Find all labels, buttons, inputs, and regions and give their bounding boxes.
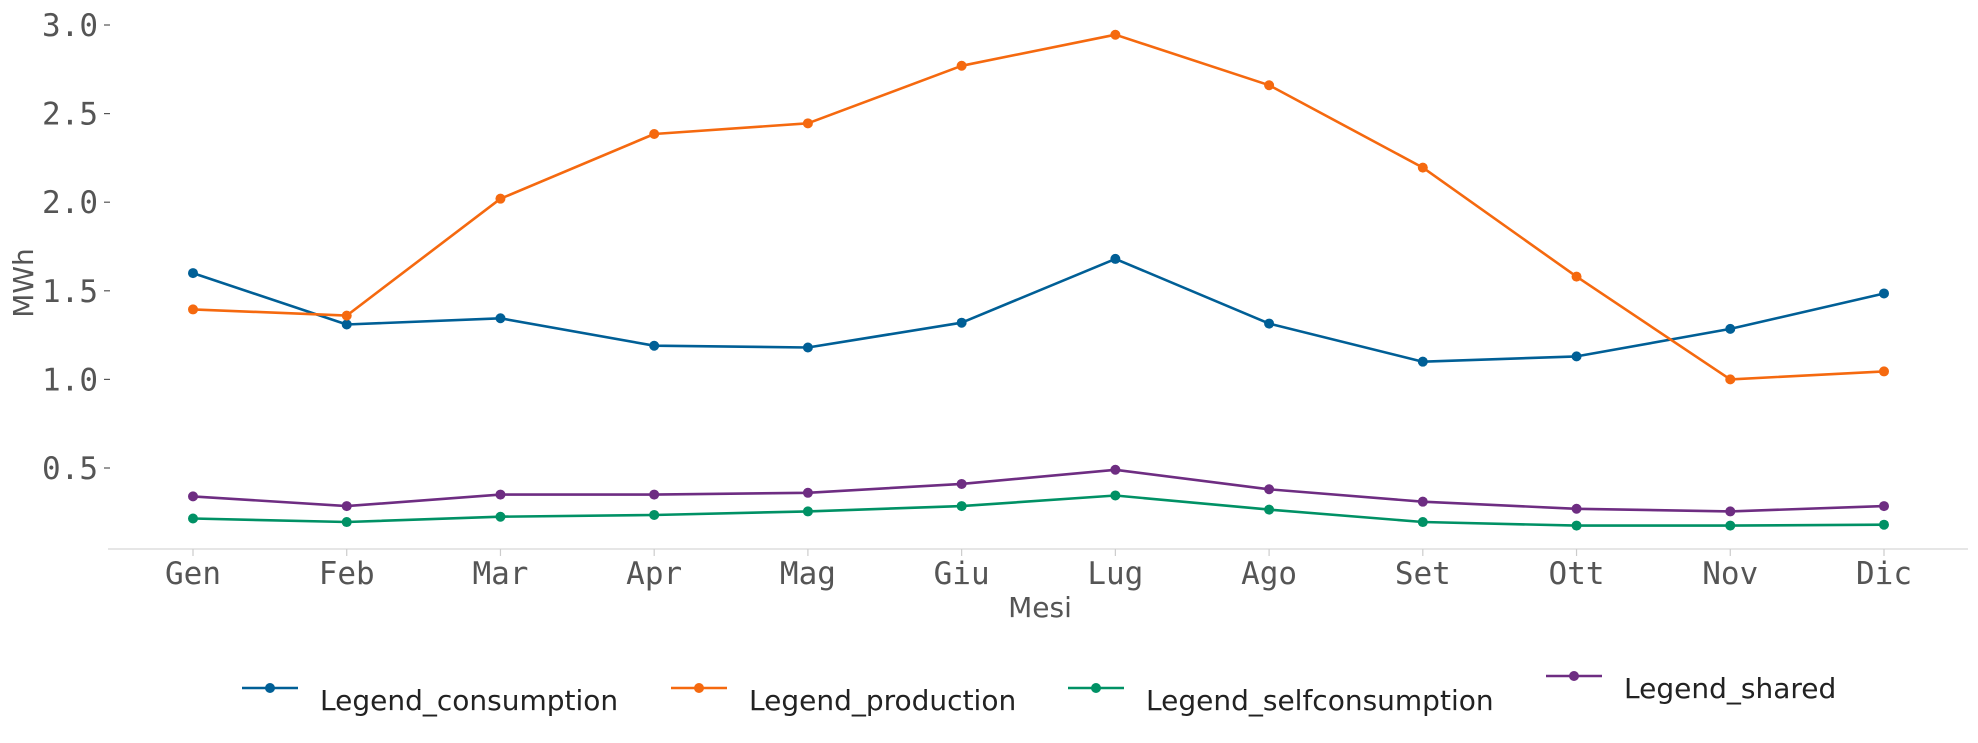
x-tick-label: Ott (1549, 556, 1605, 592)
data-point (1417, 356, 1428, 367)
data-point (1264, 80, 1275, 91)
legend-label: Legend_shared (1624, 672, 1836, 705)
data-point (1110, 490, 1121, 501)
y-tick-label: 1.0 (42, 362, 98, 398)
data-point (1725, 506, 1736, 517)
x-tick-label: Dic (1856, 556, 1912, 592)
data-point (1879, 501, 1889, 512)
y-axis-label: MWh (7, 248, 40, 318)
data-point (1110, 464, 1121, 475)
legend-item: Legend_consumption (242, 683, 618, 717)
data-point (495, 193, 506, 204)
data-point (1417, 496, 1428, 507)
series-line (192, 468, 1885, 513)
data-point (188, 304, 198, 315)
x-tick-label: Feb (319, 556, 375, 592)
x-tick-label: Mar (472, 556, 528, 592)
y-tick-label: 2.0 (42, 185, 98, 221)
data-point (1417, 517, 1428, 528)
series-line (192, 33, 1885, 381)
data-point (341, 501, 352, 512)
legend-item: Legend_shared (1546, 671, 1836, 705)
legend: Legend_consumption Legend_production Legen… (242, 671, 1836, 717)
data-point (802, 506, 813, 517)
x-tick-label: Ago (1241, 556, 1297, 592)
legend-swatch-marker (1091, 683, 1101, 693)
legend-label: Legend_consumption (320, 684, 618, 717)
data-point (1264, 318, 1275, 329)
data-point (802, 342, 813, 353)
data-point (1417, 162, 1428, 173)
legend-item: Legend_selfconsumption (1068, 683, 1494, 717)
legend-swatch-marker (265, 683, 275, 693)
series-layer (188, 29, 1889, 531)
data-point (1264, 504, 1275, 515)
data-point (802, 118, 813, 129)
data-point (188, 513, 198, 524)
data-point (649, 489, 660, 500)
data-point (1571, 351, 1582, 362)
data-point (341, 319, 352, 330)
x-tick-label: Apr (626, 556, 682, 592)
data-point (495, 313, 506, 324)
series-Legend_consumption (188, 253, 1889, 367)
series-Legend_selfconsumption (188, 490, 1889, 531)
x-tick-label: Giu (934, 556, 990, 592)
y-tick-label: 1.5 (42, 274, 98, 310)
legend-swatch-marker (1569, 671, 1579, 681)
x-tick-label: Set (1395, 556, 1451, 592)
data-point (649, 128, 660, 139)
data-point (1725, 374, 1736, 385)
data-point (956, 317, 967, 328)
series-line (192, 494, 1885, 527)
y-axis-ticks: 0.5 1.0 1.5 2.0 2.5 3.0 (42, 8, 110, 487)
data-point (1725, 520, 1736, 531)
data-point (1725, 323, 1736, 334)
data-point (649, 340, 660, 351)
data-point (1879, 288, 1889, 299)
x-tick-label: Mag (780, 556, 836, 592)
y-tick-label: 2.5 (42, 97, 98, 133)
legend-swatch-marker (694, 683, 704, 693)
x-tick-label: Lug (1087, 556, 1143, 592)
y-tick-label: 0.5 (42, 451, 98, 487)
series-line (192, 257, 1885, 364)
data-point (341, 517, 352, 528)
data-point (1571, 503, 1582, 514)
series-Legend_production (188, 29, 1889, 385)
data-point (1879, 519, 1889, 530)
x-axis-ticks: Gen Feb Mar Apr Mag Giu Lug Ago Set Ott Nov Dic (165, 549, 1912, 592)
data-point (495, 511, 506, 522)
data-point (495, 489, 506, 500)
data-point (1571, 520, 1582, 531)
data-point (1264, 484, 1275, 495)
data-point (1879, 366, 1889, 377)
data-point (341, 310, 352, 321)
data-point (1110, 253, 1121, 264)
legend-item: Legend_production (671, 683, 1016, 717)
data-point (188, 268, 198, 279)
data-point (956, 478, 967, 489)
data-point (956, 501, 967, 512)
data-point (188, 491, 198, 502)
data-point (802, 487, 813, 498)
data-point (1571, 271, 1582, 282)
x-tick-label: Nov (1702, 556, 1758, 592)
legend-label: Legend_selfconsumption (1146, 684, 1494, 717)
data-point (956, 60, 967, 71)
y-tick-label: 3.0 (42, 8, 98, 44)
legend-label: Legend_production (749, 684, 1016, 717)
series-Legend_shared (188, 464, 1889, 517)
x-axis-label: Mesi (1008, 591, 1072, 624)
data-point (649, 509, 660, 520)
x-tick-label: Gen (165, 556, 221, 592)
data-point (1110, 29, 1121, 40)
